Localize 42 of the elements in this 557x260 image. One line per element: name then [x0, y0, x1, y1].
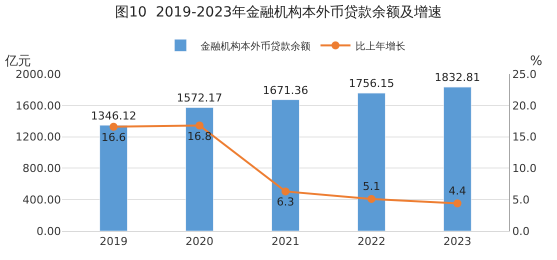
y2-tick-label: 20.0 — [512, 99, 537, 112]
y2-axis-title: % — [530, 54, 542, 69]
point — [453, 199, 462, 208]
x-tick-label: 2023 — [443, 235, 472, 248]
data-label: 5.1 — [362, 180, 380, 194]
bar — [100, 125, 128, 231]
y-axis-title: 亿元 — [4, 54, 31, 69]
y2-tick-label: 15.0 — [512, 130, 537, 144]
data-label: 6.3 — [276, 196, 294, 209]
data-label: 1572.17 — [176, 92, 222, 105]
x-tick-label: 2020 — [186, 235, 214, 248]
data-label: 4.4 — [448, 184, 466, 198]
data-label: 1756.15 — [348, 77, 394, 90]
data-label: 16.6 — [101, 131, 126, 144]
x-tick-label: 2021 — [272, 235, 300, 248]
bar — [186, 107, 214, 231]
x-tick-label: 2022 — [357, 235, 386, 248]
y2-tick-label: 25.0 — [512, 68, 537, 81]
data-label: 16.8 — [187, 130, 212, 143]
y-tick-label: 2000.00 — [16, 68, 61, 81]
data-label: 1832.81 — [434, 71, 480, 84]
point — [196, 122, 204, 130]
y-tick-label: 0.00 — [36, 224, 61, 238]
y2-tick-label: 10.0 — [512, 162, 537, 176]
point — [282, 187, 290, 196]
y-tick-label: 800.00 — [22, 162, 61, 176]
bar — [357, 92, 386, 231]
x-tick-label: 2019 — [100, 235, 128, 248]
y-tick-label: 1200.00 — [16, 130, 61, 144]
data-label: 1346.12 — [90, 109, 136, 122]
y2-tick-label: 5.0 — [512, 193, 530, 206]
chart-title: 图10 2019-2023年金融机构本外币贷款余额及增速 — [114, 4, 442, 20]
y2-tick-label: 0.0 — [512, 224, 530, 238]
legend-label: 金融机构本外币贷款余额 — [200, 40, 310, 52]
point — [367, 194, 376, 203]
y-tick-label: 400.00 — [22, 193, 61, 206]
y-tick-label: 1600.00 — [16, 99, 61, 112]
bar — [272, 100, 300, 231]
legend-label: 比上年增长 — [356, 40, 406, 52]
data-label: 1671.36 — [262, 84, 308, 97]
point — [110, 122, 118, 131]
bar — [443, 86, 472, 231]
